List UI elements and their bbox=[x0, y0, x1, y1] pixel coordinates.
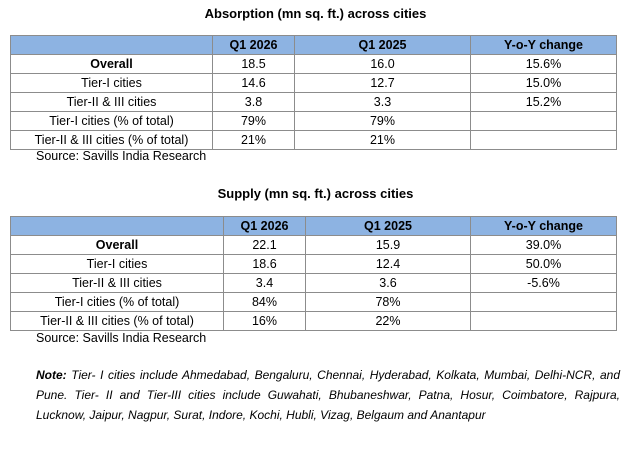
table-row: Tier-I cities 14.6 12.7 15.0% bbox=[10, 73, 617, 93]
column-header: Q1 2025 bbox=[294, 35, 471, 55]
row-label: Tier-I cities bbox=[10, 254, 224, 274]
table-cell bbox=[470, 311, 617, 331]
table-cell: 3.3 bbox=[294, 92, 471, 112]
table-cell: 18.6 bbox=[223, 254, 306, 274]
table-cell: 79% bbox=[294, 111, 471, 131]
table-cell: 79% bbox=[212, 111, 295, 131]
table-cell: 22% bbox=[305, 311, 471, 331]
header-row: Q1 2026 Q1 2025 Y-o-Y change bbox=[10, 216, 617, 236]
row-label: Overall bbox=[10, 235, 224, 255]
table-cell: 84% bbox=[223, 292, 306, 312]
column-header bbox=[10, 35, 213, 55]
row-label: Tier-I cities (% of total) bbox=[10, 292, 224, 312]
table-cell bbox=[470, 130, 617, 150]
table-cell: -5.6% bbox=[470, 273, 617, 293]
table-cell: 78% bbox=[305, 292, 471, 312]
note-label: Note: bbox=[36, 368, 67, 382]
table-cell bbox=[470, 292, 617, 312]
table-cell: 3.6 bbox=[305, 273, 471, 293]
table-cell: 3.8 bbox=[212, 92, 295, 112]
table-cell: 50.0% bbox=[470, 254, 617, 274]
supply-table: Q1 2026 Q1 2025 Y-o-Y change Overall 22.1 15.… bbox=[10, 216, 617, 331]
table-cell: 16% bbox=[223, 311, 306, 331]
table-cell: 16.0 bbox=[294, 54, 471, 74]
table-cell: 21% bbox=[212, 130, 295, 150]
supply-title: Supply (mn sq. ft.) across cities bbox=[217, 186, 414, 201]
absorption-title: Absorption (mn sq. ft.) across cities bbox=[204, 6, 427, 21]
column-header: Y-o-Y change bbox=[470, 35, 617, 55]
row-label: Tier-II & III cities (% of total) bbox=[10, 311, 224, 331]
table-row: Overall 18.5 16.0 15.6% bbox=[10, 54, 617, 74]
table-cell: 22.1 bbox=[223, 235, 306, 255]
table-cell: 12.7 bbox=[294, 73, 471, 93]
row-label: Tier-I cities bbox=[10, 73, 213, 93]
row-label: Tier-II & III cities (% of total) bbox=[10, 130, 213, 150]
table-row: Tier-II & III cities 3.8 3.3 15.2% bbox=[10, 92, 617, 112]
table-cell: 15.0% bbox=[470, 73, 617, 93]
header-row: Q1 2026 Q1 2025 Y-o-Y change bbox=[10, 35, 617, 55]
row-label: Tier-I cities (% of total) bbox=[10, 111, 213, 131]
note-text: Tier- I cities include Ahmedabad, Bengal… bbox=[36, 368, 620, 422]
column-header: Y-o-Y change bbox=[470, 216, 617, 236]
table-cell bbox=[470, 111, 617, 131]
table-cell: 12.4 bbox=[305, 254, 471, 274]
column-header: Q1 2025 bbox=[305, 216, 471, 236]
row-label: Tier-II & III cities bbox=[10, 92, 213, 112]
table-cell: 15.2% bbox=[470, 92, 617, 112]
table-row: Tier-I cities (% of total) 84% 78% bbox=[10, 292, 617, 312]
table-row: Tier-I cities (% of total) 79% 79% bbox=[10, 111, 617, 131]
column-header bbox=[10, 216, 224, 236]
column-header: Q1 2026 bbox=[223, 216, 306, 236]
table-cell: 21% bbox=[294, 130, 471, 150]
row-label: Overall bbox=[10, 54, 213, 74]
table-cell: 15.6% bbox=[470, 54, 617, 74]
column-header: Q1 2026 bbox=[212, 35, 295, 55]
row-label: Tier-II & III cities bbox=[10, 273, 224, 293]
table-row: Tier-II & III cities (% of total) 21% 21% bbox=[10, 130, 617, 150]
table-row: Overall 22.1 15.9 39.0% bbox=[10, 235, 617, 255]
table-row: Tier-II & III cities 3.4 3.6 -5.6% bbox=[10, 273, 617, 293]
table-row: Tier-I cities 18.6 12.4 50.0% bbox=[10, 254, 617, 274]
table-cell: 39.0% bbox=[470, 235, 617, 255]
table-cell: 15.9 bbox=[305, 235, 471, 255]
absorption-source: Source: Savills India Research bbox=[36, 149, 207, 163]
absorption-table: Q1 2026 Q1 2025 Y-o-Y change Overall 18.5 16.… bbox=[10, 35, 617, 150]
table-cell: 3.4 bbox=[223, 273, 306, 293]
note: Note: Tier- I cities include Ahmedabad, … bbox=[36, 365, 620, 425]
table-row: Tier-II & III cities (% of total) 16% 22% bbox=[10, 311, 617, 331]
table-cell: 14.6 bbox=[212, 73, 295, 93]
supply-source: Source: Savills India Research bbox=[36, 331, 207, 345]
table-cell: 18.5 bbox=[212, 54, 295, 74]
